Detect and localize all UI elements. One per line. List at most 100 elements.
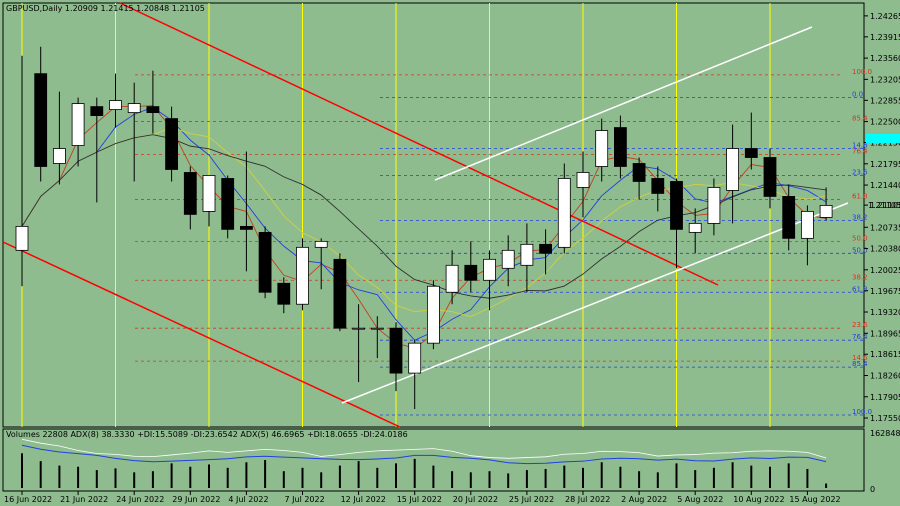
- price-tick-label: 1.17550: [870, 414, 900, 423]
- date-tick-label: 7 Jul 2022: [285, 495, 325, 504]
- fib-red-label: 61.8: [852, 192, 868, 200]
- current-price-label: 1.21105: [868, 201, 900, 210]
- candle-body[interactable]: [90, 106, 104, 116]
- price-tick-label: 1.22500: [870, 118, 900, 127]
- adx-lines: [21, 438, 827, 465]
- volume-min-label: 0: [870, 485, 875, 494]
- candle-body[interactable]: [763, 157, 777, 197]
- red-channel-upper: [119, 2, 719, 286]
- candle-body[interactable]: [595, 130, 609, 167]
- volume-max-label: 162848: [870, 429, 900, 438]
- candle-body[interactable]: [296, 246, 309, 305]
- candle-body[interactable]: [370, 327, 384, 330]
- fib-blue-label: 38.2: [852, 213, 868, 221]
- candle-body[interactable]: [258, 231, 272, 293]
- fib-blue-label: 76.4: [852, 333, 868, 341]
- candle-body[interactable]: [109, 100, 122, 110]
- candle-body[interactable]: [53, 148, 66, 164]
- candle-body[interactable]: [426, 285, 440, 344]
- current-price-box: [866, 134, 900, 143]
- price-tick-label: 1.21105: [870, 201, 900, 210]
- fib-red-label: 50.0: [852, 234, 868, 242]
- red-channel-lower: [2, 241, 401, 428]
- candle-body[interactable]: [819, 205, 833, 218]
- price-tick-label: 1.19320: [870, 308, 900, 317]
- date-tick-label: 10 Aug 2022: [733, 495, 784, 504]
- price-tick-label: 1.21795: [870, 160, 900, 169]
- candle-body[interactable]: [15, 225, 29, 251]
- candle-body[interactable]: [557, 178, 571, 248]
- date-tick-label: 2 Aug 2022: [621, 495, 667, 504]
- candle-body[interactable]: [183, 172, 197, 215]
- candle-body[interactable]: [34, 73, 48, 167]
- candle-body[interactable]: [539, 243, 552, 254]
- fib-blue-label: 85.4: [852, 360, 868, 368]
- date-tick-label: 25 Jul 2022: [509, 495, 554, 504]
- price-tick-label: 1.18615: [870, 350, 900, 359]
- white-channel-upper: [434, 26, 813, 181]
- candle-body[interactable]: [352, 327, 366, 330]
- candle-body[interactable]: [221, 178, 235, 230]
- fib-blue-label: 0.0: [852, 91, 863, 99]
- candle-body[interactable]: [202, 175, 216, 212]
- candle-body[interactable]: [314, 240, 328, 248]
- date-tick-label: 21 Jun 2022: [60, 495, 108, 504]
- fib-red-label: 14.6: [852, 354, 868, 362]
- candle-body[interactable]: [670, 181, 683, 230]
- trend-channels: [2, 2, 849, 428]
- candle-body[interactable]: [165, 118, 179, 170]
- candle-body[interactable]: [483, 258, 496, 281]
- fib-blue-label: 100.0: [852, 408, 872, 416]
- candle-body[interactable]: [651, 178, 665, 194]
- candle-body[interactable]: [726, 148, 739, 191]
- candle-body[interactable]: [520, 243, 534, 266]
- candle-body[interactable]: [239, 225, 253, 230]
- candle-body[interactable]: [445, 264, 459, 293]
- candle-body[interactable]: [801, 211, 814, 239]
- candle-body[interactable]: [576, 172, 590, 188]
- adx-line-blue: [21, 444, 827, 465]
- fib-blue-label: 23.6: [852, 168, 868, 176]
- candle-body[interactable]: [408, 342, 422, 374]
- candle-body[interactable]: [707, 187, 721, 224]
- candle-body[interactable]: [127, 103, 141, 113]
- price-axis: 1.24265 1.23915 1.23560 1.23205 1.22855 1.225…: [864, 12, 900, 423]
- price-tick-label: 1.24265: [870, 12, 900, 21]
- candle-body[interactable]: [614, 127, 627, 167]
- price-tick-label: 1.18260: [870, 371, 900, 380]
- date-tick-label: 12 Jul 2022: [341, 495, 386, 504]
- candle-body[interactable]: [632, 163, 646, 182]
- price-tick-label: 1.22855: [870, 96, 900, 105]
- indicator-info: Volumes 22808 ADX(8) 38.3330 +DI:15.5089…: [6, 430, 408, 439]
- candle-body[interactable]: [277, 282, 291, 305]
- price-tick-label: 1.18965: [870, 329, 900, 338]
- price-tick-label: 1.20380: [870, 245, 900, 254]
- candlesticks[interactable]: [15, 46, 833, 410]
- candle-body[interactable]: [501, 249, 515, 269]
- date-tick-label: 24 Jun 2022: [116, 495, 164, 504]
- fib-blue-label: 14.6: [852, 142, 868, 150]
- candle-body[interactable]: [71, 103, 85, 146]
- candle-body[interactable]: [146, 106, 160, 113]
- fib-red-label: 38.2: [852, 273, 868, 281]
- date-tick-label: 4 Jul 2022: [228, 495, 268, 504]
- fib-red-label: 85.4: [852, 115, 868, 123]
- candle-body[interactable]: [333, 258, 347, 329]
- moving-average-line: [21, 134, 827, 299]
- price-tick-label: 1.17905: [870, 393, 900, 402]
- candle-body[interactable]: [389, 327, 403, 374]
- candle-body[interactable]: [744, 148, 758, 158]
- fib-red-label: 23.6: [852, 321, 868, 329]
- candle-body[interactable]: [688, 222, 702, 233]
- white-channel-lower: [341, 202, 849, 404]
- candle-body[interactable]: [464, 264, 478, 281]
- price-tick-label: 1.23915: [870, 33, 900, 42]
- fib-blue-label: 50.0: [852, 246, 868, 254]
- date-tick-label: 16 Jun 2022: [4, 495, 52, 504]
- price-tick-label: 1.21440: [870, 181, 900, 190]
- candle-body[interactable]: [782, 196, 796, 239]
- volume-bars: 162848 0: [21, 429, 900, 494]
- date-tick-label: 15 Aug 2022: [789, 495, 840, 504]
- date-tick-label: 28 Jul 2022: [565, 495, 610, 504]
